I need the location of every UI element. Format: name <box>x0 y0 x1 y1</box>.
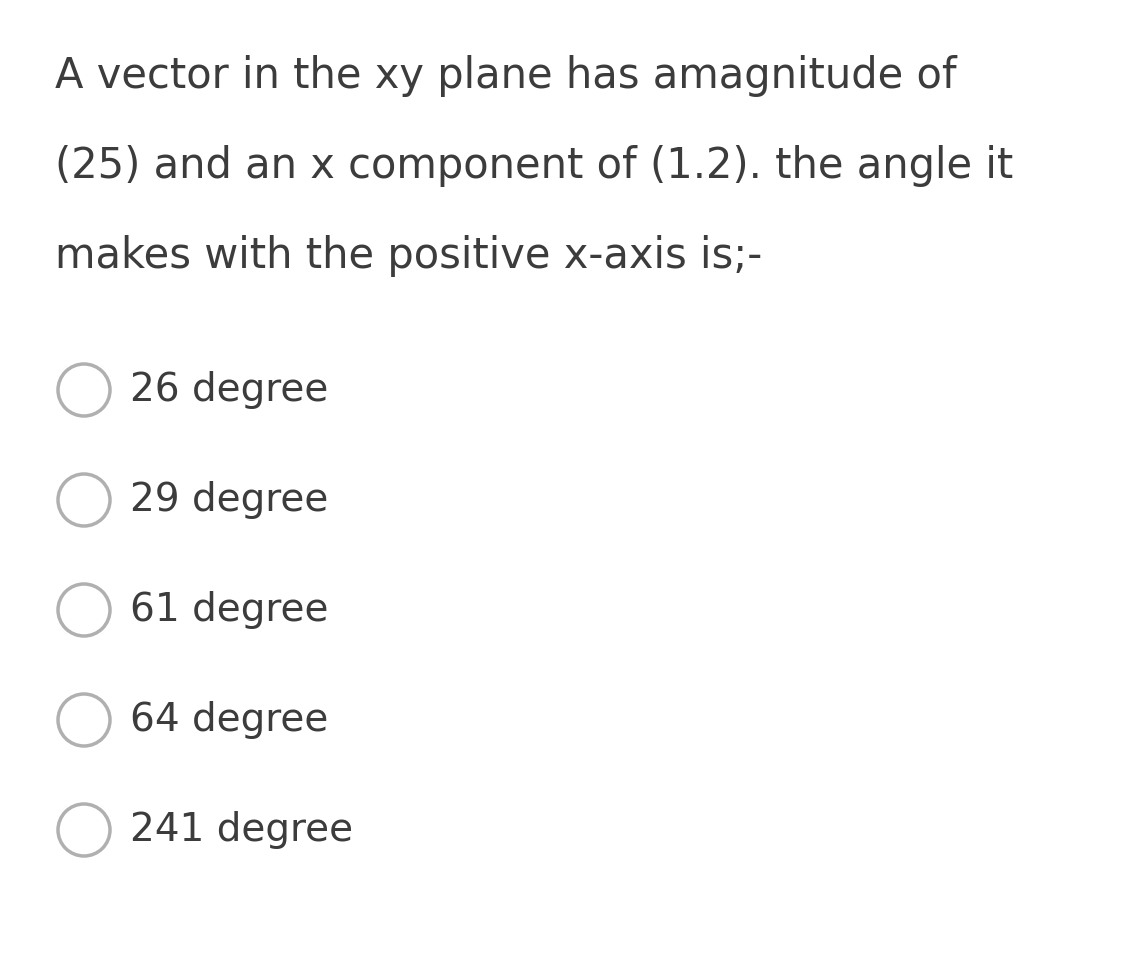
Text: A vector in the xy plane has amagnitude of: A vector in the xy plane has amagnitude … <box>56 55 956 97</box>
Text: 241 degree: 241 degree <box>130 811 353 849</box>
Text: 64 degree: 64 degree <box>130 701 329 739</box>
Text: makes with the positive x-axis is;-: makes with the positive x-axis is;- <box>56 235 763 277</box>
Text: 29 degree: 29 degree <box>130 481 329 519</box>
Text: (25) and an x component of (1.2). the angle it: (25) and an x component of (1.2). the an… <box>56 145 1013 187</box>
Text: 26 degree: 26 degree <box>130 371 329 409</box>
Text: 61 degree: 61 degree <box>130 591 329 629</box>
